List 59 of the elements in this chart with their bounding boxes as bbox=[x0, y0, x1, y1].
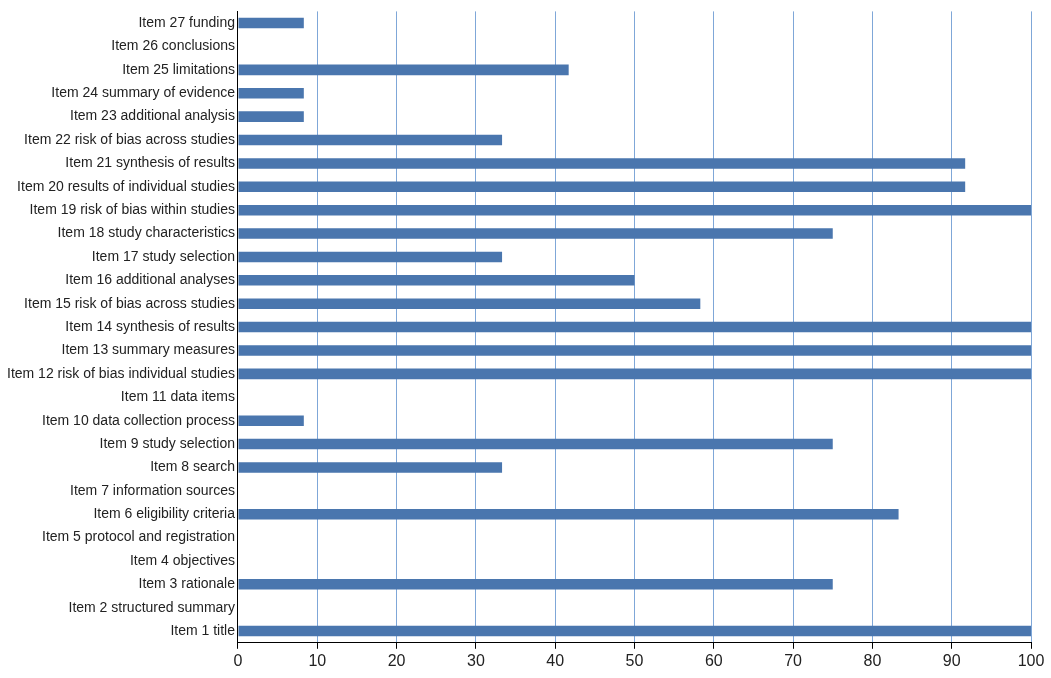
bar bbox=[238, 345, 1031, 356]
y-tick-label: Item 22 risk of bias across studies bbox=[24, 130, 235, 147]
x-tick-label: 60 bbox=[704, 651, 723, 669]
bar bbox=[238, 204, 1031, 216]
bar bbox=[238, 181, 966, 193]
y-tick-label: Item 21 synthesis of results bbox=[65, 154, 235, 171]
x-tick-label: 30 bbox=[467, 651, 485, 669]
y-tick-label: Item 18 study characteristics bbox=[57, 224, 235, 241]
y-tick-label: Item 3 rationale bbox=[138, 575, 236, 592]
bar bbox=[238, 462, 503, 473]
bar bbox=[238, 158, 966, 169]
y-tick-label: Item 1 title bbox=[170, 621, 236, 638]
x-tick-label: 10 bbox=[308, 651, 327, 669]
bar bbox=[238, 415, 304, 426]
bar bbox=[238, 625, 1031, 637]
bar bbox=[238, 579, 833, 590]
x-tick-label: 70 bbox=[784, 651, 803, 669]
x-tick-label: 0 bbox=[233, 651, 243, 669]
y-tick-label: Item 23 additional analysis bbox=[70, 107, 235, 124]
x-tick-label: 80 bbox=[863, 651, 882, 669]
bar bbox=[238, 251, 503, 263]
x-tick-label: 20 bbox=[387, 651, 406, 669]
y-tick-label: Item 12 risk of bias individual studies bbox=[7, 364, 235, 381]
x-tick-label: 90 bbox=[942, 651, 961, 669]
y-tick-label: Item 13 summary measures bbox=[61, 341, 235, 358]
bar bbox=[238, 508, 899, 520]
y-tick-label: Item 11 data items bbox=[120, 388, 235, 405]
y-tick-label: Item 24 summary of evidence bbox=[51, 84, 236, 101]
bar bbox=[238, 321, 1031, 333]
y-tick-label: Item 10 data collection process bbox=[42, 411, 235, 428]
x-tick-label: 50 bbox=[625, 651, 644, 669]
y-tick-label: Item 19 risk of bias within studies bbox=[29, 201, 235, 218]
y-tick-label: Item 15 risk of bias across studies bbox=[24, 294, 235, 311]
y-tick-label: Item 6 eligibility criteria bbox=[93, 505, 236, 522]
bar bbox=[238, 17, 304, 29]
y-tick-label: Item 4 objectives bbox=[129, 551, 235, 568]
bar bbox=[238, 64, 569, 76]
bar bbox=[238, 87, 304, 99]
y-tick-label: Item 9 study selection bbox=[99, 434, 235, 451]
bar bbox=[238, 134, 503, 146]
bar bbox=[238, 275, 635, 286]
y-tick-label: Item 5 protocol and registration bbox=[42, 528, 235, 545]
bar bbox=[238, 111, 304, 122]
y-tick-label: Item 17 study selection bbox=[91, 247, 235, 264]
bar bbox=[238, 368, 1031, 380]
y-tick-label: Item 20 results of individual studies bbox=[17, 177, 235, 194]
bar bbox=[238, 438, 833, 450]
y-tick-label: Item 14 synthesis of results bbox=[65, 317, 235, 334]
y-tick-label: Item 27 funding bbox=[138, 13, 235, 30]
y-tick-label: Item 26 conclusions bbox=[111, 37, 235, 54]
x-tick-label: 40 bbox=[546, 651, 565, 669]
bar bbox=[238, 228, 833, 239]
y-tick-label: Item 8 search bbox=[150, 458, 235, 475]
y-tick-label: Item 16 additional analyses bbox=[65, 271, 235, 288]
y-tick-label: Item 2 structured summary bbox=[68, 598, 235, 615]
x-tick-label: 100 bbox=[1017, 651, 1045, 669]
y-tick-label: Item 25 limitations bbox=[122, 60, 235, 77]
y-tick-label: Item 7 information sources bbox=[70, 481, 235, 498]
bar bbox=[238, 298, 701, 309]
